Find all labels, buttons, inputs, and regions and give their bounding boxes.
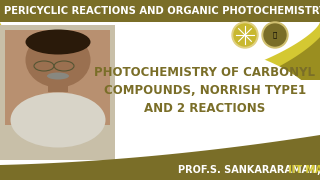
- Circle shape: [264, 24, 286, 46]
- Text: PHOTOCHEMISTRY OF CARBONYL: PHOTOCHEMISTRY OF CARBONYL: [94, 66, 316, 78]
- Ellipse shape: [47, 73, 69, 80]
- Text: COMPOUNDS, NORRISH TYPE1: COMPOUNDS, NORRISH TYPE1: [104, 84, 306, 96]
- Text: AND 2 REACTIONS: AND 2 REACTIONS: [144, 102, 266, 114]
- Text: 🏛: 🏛: [273, 32, 277, 38]
- Circle shape: [232, 22, 258, 48]
- Polygon shape: [0, 22, 320, 82]
- Circle shape: [234, 24, 256, 46]
- Ellipse shape: [11, 93, 106, 147]
- FancyBboxPatch shape: [48, 70, 68, 92]
- Polygon shape: [0, 40, 320, 180]
- Text: PROF.S. SANKARARAMAN,: PROF.S. SANKARARAMAN,: [178, 165, 320, 175]
- Ellipse shape: [26, 33, 91, 87]
- Polygon shape: [0, 135, 320, 180]
- FancyBboxPatch shape: [0, 25, 115, 160]
- Polygon shape: [0, 37, 320, 97]
- FancyBboxPatch shape: [5, 30, 110, 125]
- Circle shape: [262, 22, 288, 48]
- FancyBboxPatch shape: [0, 0, 320, 22]
- Text: IIT MADRAS: IIT MADRAS: [285, 165, 320, 175]
- Ellipse shape: [26, 30, 91, 55]
- Text: PERICYCLIC REACTIONS AND ORGANIC PHOTOCHEMISTRY: PERICYCLIC REACTIONS AND ORGANIC PHOTOCH…: [4, 6, 320, 16]
